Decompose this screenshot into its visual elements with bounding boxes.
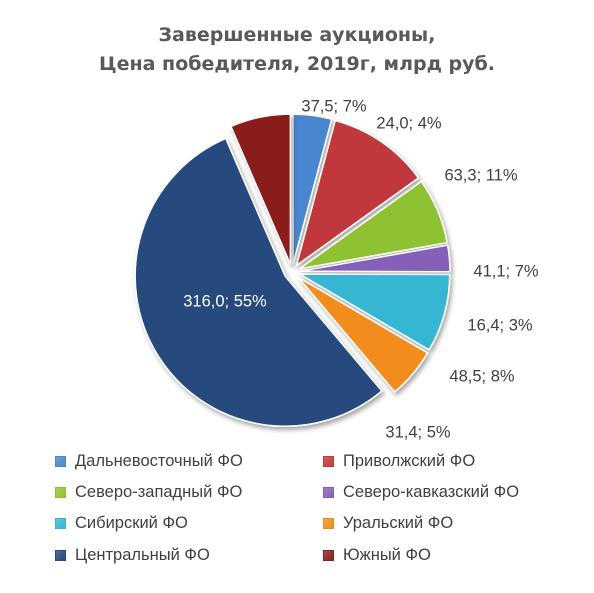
pie-slice-7 <box>229 113 292 265</box>
data-label-5: 31,4; 5% <box>385 423 450 441</box>
data-label-7: 37,5; 7% <box>301 97 366 115</box>
pie-slice-2 <box>298 180 448 270</box>
pie-slice-6 <box>134 137 383 427</box>
data-label-6: 316,0; 55% <box>183 292 267 310</box>
chart-subtitle: Цена победителя, 2019г, млрд руб. <box>98 53 496 75</box>
pie-slice-4 <box>296 273 451 351</box>
chart-title: Завершенные аукционы, <box>158 24 436 46</box>
pie-slice-5 <box>297 276 429 393</box>
pie-slice-3 <box>299 244 451 273</box>
data-label-2: 41,1; 7% <box>473 262 538 280</box>
data-label-4: 48,5; 8% <box>449 367 514 385</box>
data-label-3: 16,4; 3% <box>467 316 532 334</box>
pie-slice-1 <box>295 119 420 268</box>
data-label-1: 63,3; 11% <box>444 166 517 184</box>
pie-slice-0 <box>292 113 333 265</box>
data-label-0: 24,0; 4% <box>376 114 441 132</box>
